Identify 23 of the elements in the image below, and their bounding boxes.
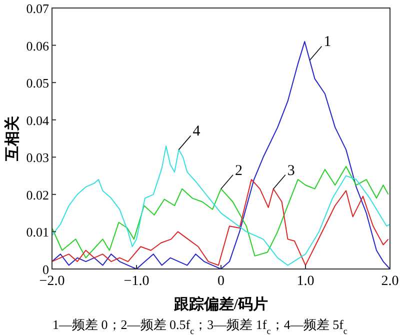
annotation: 3 [287,162,295,179]
x-tick-label: 1.0 [296,274,314,289]
text: 1—频差 0；2—频差 0.5f$_{c}$；3—频差 1f$_{c}$；4—频差 5f$_{c}$ [52,317,348,335]
x-tick-label: 0 [218,274,224,289]
x-tick-label: −1.0 [124,274,150,289]
y-tick-label: 0.03 [26,150,49,166]
line-series [52,145,390,266]
annotation: 1 [324,34,332,50]
line-series [52,166,389,258]
y-tick-label: 0.02 [26,187,49,202]
y-tick-label: 0.07 [26,1,50,16]
x-tick-label: 2.0 [381,274,399,289]
y-axis-title: 互相关 [4,116,21,162]
y-tick-label: 0 [42,262,49,277]
x-axis-title: 跟踪偏差/码片 [172,296,268,313]
y-tick-label: 0.06 [26,38,50,54]
x-tick-label: −2.0 [39,274,65,289]
annotation: 4 [192,124,201,140]
y-tick-label: 0.05 [26,76,49,91]
annotation: 2 [235,162,242,179]
line-series [52,179,389,266]
y-tick-label: 0.04 [26,112,50,128]
y-tick-label: 0.01 [26,224,49,240]
